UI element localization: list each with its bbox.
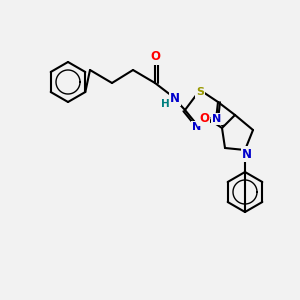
Text: N: N [242,148,252,160]
Text: H: H [160,99,169,109]
Text: S: S [196,87,204,97]
Text: O: O [199,112,209,124]
Text: N: N [192,122,202,132]
Text: N: N [170,92,180,104]
Text: N: N [212,114,222,124]
Text: O: O [150,50,160,64]
